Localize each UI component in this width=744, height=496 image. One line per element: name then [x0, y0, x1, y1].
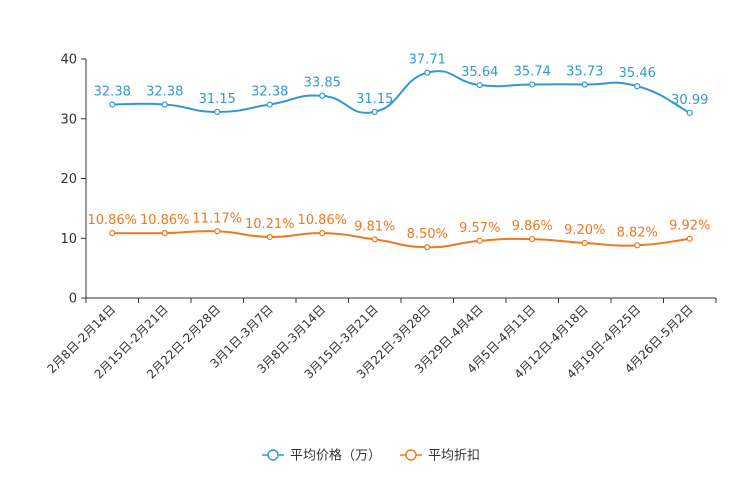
y-tick-label: 10 — [60, 232, 77, 247]
data-point — [319, 92, 326, 99]
legend-item-0[interactable]: 平均价格（万） — [262, 448, 381, 464]
legend[interactable]: 平均价格（万） 平均折扣 — [262, 448, 480, 464]
data-label: 9.20% — [564, 223, 605, 238]
y-tick-label: 20 — [60, 172, 77, 187]
data-label: 37.71 — [409, 53, 446, 68]
data-point — [581, 239, 588, 247]
data-point — [634, 83, 641, 90]
data-label: 10.86% — [140, 213, 190, 228]
data-label: 10.86% — [297, 213, 347, 228]
data-point — [161, 101, 168, 108]
legend-item-1[interactable]: 平均折扣 — [400, 449, 480, 464]
data-label: 35.64 — [461, 65, 498, 80]
data-point — [686, 109, 693, 116]
data-label: 31.15 — [199, 92, 236, 107]
y-tick-label: 40 — [60, 53, 77, 68]
data-label: 32.38 — [251, 85, 288, 100]
data-label: 8.82% — [617, 225, 658, 240]
data-point — [319, 230, 326, 237]
data-point — [109, 230, 116, 237]
data-label: 9.57% — [459, 221, 500, 236]
data-point — [581, 81, 588, 88]
data-point — [109, 101, 116, 108]
data-label: 32.38 — [94, 85, 131, 100]
legend-label: 平均价格（万） — [290, 448, 381, 464]
data-point — [476, 81, 483, 89]
data-point — [214, 228, 221, 235]
data-point — [529, 81, 536, 88]
data-label: 33.85 — [304, 76, 341, 91]
data-point — [161, 230, 168, 237]
data-label: 9.81% — [354, 219, 395, 234]
data-label: 10.86% — [87, 213, 137, 228]
y-tick-label: 30 — [60, 112, 77, 127]
data-point — [634, 242, 641, 249]
data-labels: 32.38 32.38 31.15 32.38 33.85 31.15 37.71 35.64… — [87, 53, 710, 243]
data-label: 31.15 — [356, 92, 393, 107]
data-point — [686, 235, 693, 242]
data-label: 11.17% — [192, 211, 242, 226]
data-point — [266, 233, 273, 241]
y-tick-label: 0 — [69, 292, 77, 307]
legend-marker-icon — [405, 449, 417, 461]
data-point — [476, 237, 483, 244]
data-point — [529, 235, 536, 243]
data-label: 9.92% — [669, 219, 710, 234]
data-label: 9.86% — [512, 219, 553, 234]
series-line-1 — [112, 230, 690, 249]
data-point — [371, 236, 378, 243]
data-label: 30.99 — [671, 93, 708, 108]
data-label: 32.38 — [146, 85, 183, 100]
data-label: 35.46 — [619, 66, 656, 81]
data-label: 35.74 — [514, 64, 551, 79]
series-layer — [109, 69, 693, 251]
data-label: 10.21% — [245, 217, 295, 232]
data-point — [424, 244, 431, 251]
data-point — [371, 108, 378, 115]
data-label: 35.73 — [566, 65, 603, 80]
legend-marker-icon — [267, 449, 279, 461]
data-point — [214, 108, 221, 115]
legend-label: 平均折扣 — [428, 449, 480, 464]
data-point — [266, 101, 273, 108]
data-label: 8.50% — [407, 227, 448, 242]
data-point — [424, 69, 431, 76]
